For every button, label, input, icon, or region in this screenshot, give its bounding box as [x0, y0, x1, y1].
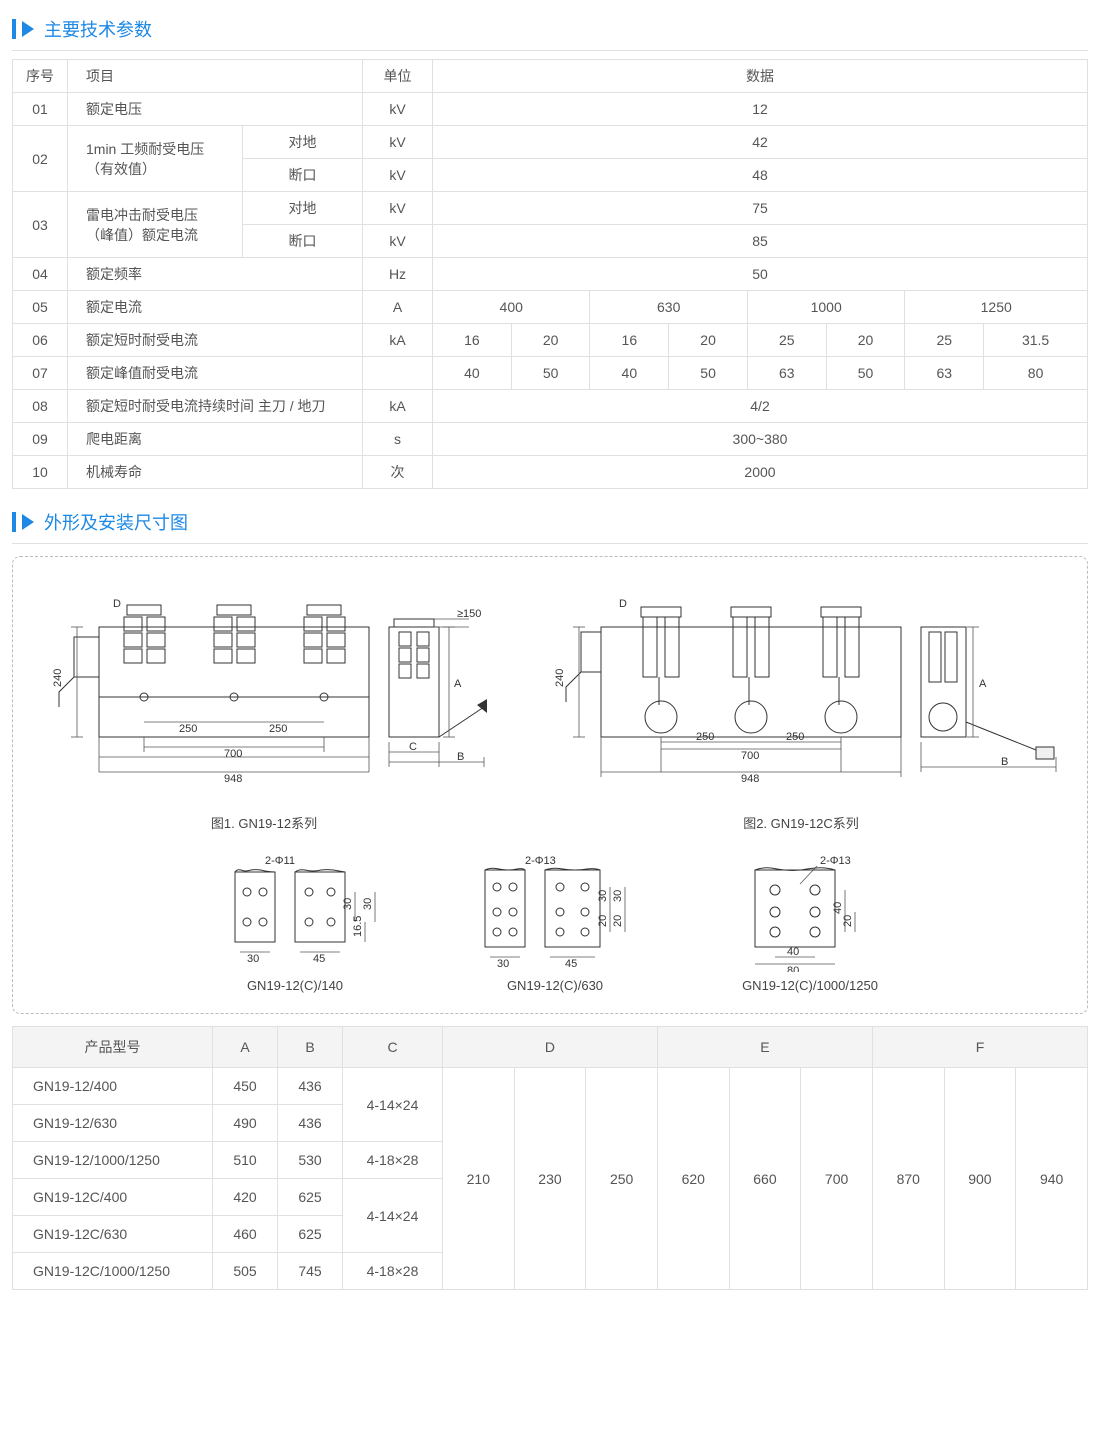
svg-text:45: 45: [565, 958, 577, 970]
table-row: 07 额定峰值耐受电流 4050 4050 6350 6380: [13, 357, 1088, 390]
dimension-table: 产品型号 A B C D E F GN19-12/400 450 436 4-1…: [12, 1026, 1088, 1290]
svg-text:D: D: [619, 598, 627, 610]
drawing-detail-2: 2-Φ13 30 45 30 20 3: [455, 852, 655, 972]
svg-text:40: 40: [787, 946, 799, 958]
diagram-container: D A C B ≥150 240 250 250 700 948 图1. GN1…: [12, 556, 1088, 1014]
accent-bar: [12, 19, 16, 39]
detail-1: 2-Φ11 30 45 30 16.5 30 GN19-12(C)/1: [205, 852, 385, 993]
drawing-detail-3: 2-Φ13 40 80 40 20: [725, 852, 895, 972]
svg-text:C: C: [409, 741, 417, 753]
svg-text:240: 240: [554, 669, 566, 687]
figure-1: D A C B ≥150 240 250 250 700 948 图1. GN1…: [39, 577, 489, 832]
svg-text:40: 40: [832, 902, 844, 914]
detail-caption: GN19-12(C)/140: [247, 978, 343, 993]
section-title: 主要技术参数: [44, 16, 152, 42]
col-item: 项目: [68, 60, 363, 93]
svg-text:A: A: [454, 678, 462, 690]
detail-3: 2-Φ13 40 80 40 20 GN19-12(C)/1000/1250: [725, 852, 895, 993]
triangle-icon: [22, 21, 34, 37]
detail-2: 2-Φ13 30 45 30 20 3: [455, 852, 655, 993]
table-row: 10 机械寿命 次 2000: [13, 456, 1088, 489]
svg-text:80: 80: [787, 965, 799, 972]
table-row: 08 额定短时耐受电流持续时间 主刀 / 地刀 kA 4/2: [13, 390, 1088, 423]
table-row: 04 额定频率 Hz 50: [13, 258, 1088, 291]
figure-caption: 图2. GN19-12C系列: [743, 813, 859, 832]
figure-2: D A B 240 250 250 700 948 图2. GN19-12C系列: [541, 577, 1061, 832]
detail-caption: GN19-12(C)/630: [507, 978, 603, 993]
svg-text:250: 250: [786, 731, 804, 743]
col-data: 数据: [433, 60, 1088, 93]
table-row: 02 1min 工频耐受电压 （有效值） 对地 kV 42: [13, 126, 1088, 159]
table-row: 06 额定短时耐受电流 kA 1620 1620 2520 2531.5: [13, 324, 1088, 357]
svg-text:30: 30: [247, 953, 259, 965]
drawing-fig1: D A C B ≥150 240 250 250 700 948: [39, 577, 489, 807]
svg-text:16.5: 16.5: [352, 916, 364, 937]
svg-text:30: 30: [342, 898, 354, 910]
svg-text:700: 700: [224, 748, 242, 760]
table-row: 01 额定电压 kV 12: [13, 93, 1088, 126]
table-header-row: 产品型号 A B C D E F: [13, 1027, 1088, 1068]
svg-text:250: 250: [696, 731, 714, 743]
svg-text:D: D: [113, 598, 121, 610]
svg-text:948: 948: [741, 773, 759, 785]
svg-text:250: 250: [269, 723, 287, 735]
svg-text:30: 30: [597, 890, 609, 902]
accent-bar: [12, 512, 16, 532]
svg-text:2-Φ13: 2-Φ13: [525, 855, 556, 867]
svg-text:20: 20: [597, 915, 609, 927]
svg-text:30: 30: [497, 958, 509, 970]
section-header-spec: 主要技术参数: [12, 8, 1088, 51]
svg-text:700: 700: [741, 750, 759, 762]
svg-text:2-Φ13: 2-Φ13: [820, 855, 851, 867]
svg-text:B: B: [1001, 756, 1008, 768]
main-diagrams-row: D A C B ≥150 240 250 250 700 948 图1. GN1…: [23, 577, 1077, 832]
svg-text:45: 45: [313, 953, 325, 965]
svg-text:250: 250: [179, 723, 197, 735]
svg-text:30: 30: [612, 890, 624, 902]
table-row: GN19-12/400 450 436 4-14×24 210 230 250 …: [13, 1068, 1088, 1105]
svg-text:≥150: ≥150: [457, 608, 481, 620]
triangle-icon: [22, 514, 34, 530]
figure-caption: 图1. GN19-12系列: [211, 813, 317, 832]
table-row: 03 雷电冲击耐受电压 （峰值）额定电流 对地 kV 75: [13, 192, 1088, 225]
svg-text:20: 20: [842, 915, 854, 927]
svg-text:B: B: [457, 751, 464, 763]
col-seq: 序号: [13, 60, 68, 93]
svg-text:20: 20: [612, 915, 624, 927]
section-title: 外形及安装尺寸图: [44, 509, 188, 535]
drawing-fig2: D A B 240 250 250 700 948: [541, 577, 1061, 807]
detail-caption: GN19-12(C)/1000/1250: [742, 978, 878, 993]
spec-table: 序号 项目 单位 数据 01 额定电压 kV 12 02 1min 工频耐受电压…: [12, 59, 1088, 489]
svg-text:A: A: [979, 678, 987, 690]
svg-text:948: 948: [224, 773, 242, 785]
detail-diagrams-row: 2-Φ11 30 45 30 16.5 30 GN19-12(C)/1: [23, 852, 1077, 993]
table-row: 05 额定电流 A 400 630 1000 1250: [13, 291, 1088, 324]
svg-text:30: 30: [362, 898, 374, 910]
col-unit: 单位: [363, 60, 433, 93]
section-header-diagram: 外形及安装尺寸图: [12, 501, 1088, 544]
drawing-detail-1: 2-Φ11 30 45 30 16.5 30: [205, 852, 385, 972]
table-header-row: 序号 项目 单位 数据: [13, 60, 1088, 93]
svg-text:2-Φ11: 2-Φ11: [265, 855, 295, 867]
table-row: 09 爬电距离 s 300~380: [13, 423, 1088, 456]
svg-text:240: 240: [52, 669, 64, 687]
